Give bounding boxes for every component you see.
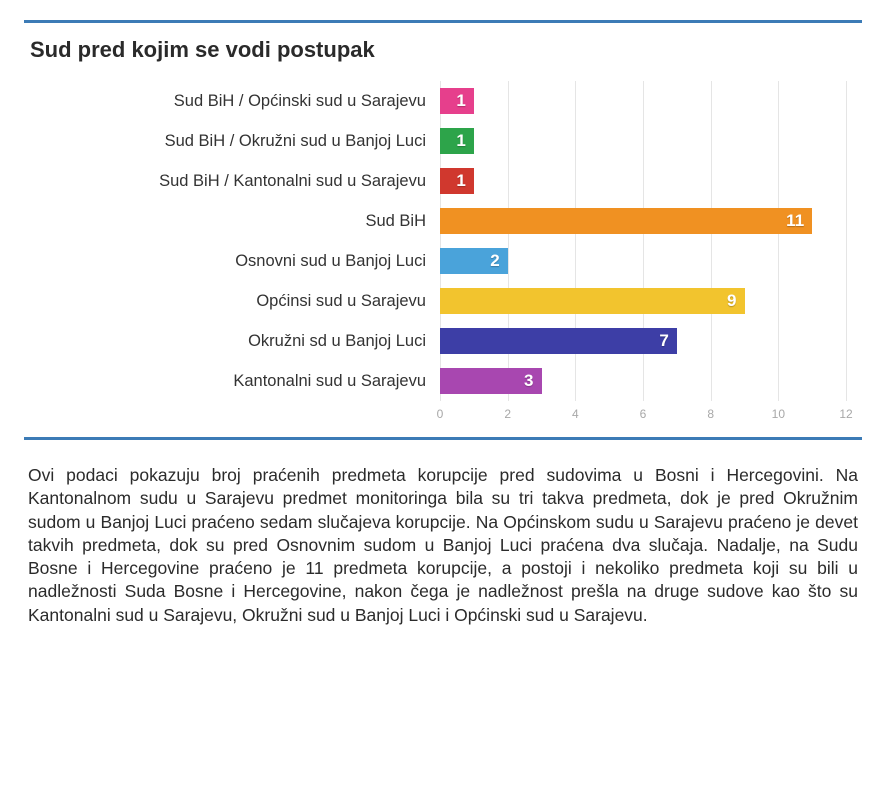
- x-tick-label: 6: [640, 407, 647, 421]
- bar: 1: [440, 88, 474, 114]
- bar-value: 1: [456, 171, 465, 191]
- bar-value: 1: [456, 131, 465, 151]
- bar: 1: [440, 128, 474, 154]
- x-axis: 024681012: [440, 405, 846, 427]
- bar-value: 7: [659, 331, 668, 351]
- bar-label: Sud BiH / Kantonalni sud u Sarajevu: [30, 172, 440, 191]
- bar: 1: [440, 168, 474, 194]
- bar-value: 11: [786, 211, 804, 231]
- page: Sud pred kojim se vodi postupak Sud BiH …: [0, 0, 886, 657]
- bar-label: Sud BiH / Okružni sud u Banjoj Luci: [30, 132, 440, 151]
- gridline: [846, 81, 847, 401]
- plot-area: 111112973: [440, 81, 846, 401]
- chart-title: Sud pred kojim se vodi postupak: [30, 37, 862, 63]
- x-tick-label: 4: [572, 407, 579, 421]
- bar-label: Općinsi sud u Sarajevu: [30, 292, 440, 311]
- bar: 2: [440, 248, 508, 274]
- bar: 11: [440, 208, 812, 234]
- bottom-rule: [24, 437, 862, 440]
- x-tick-label: 8: [707, 407, 714, 421]
- bar-value: 3: [524, 371, 533, 391]
- chart-container: Sud BiH / Općinski sud u Sarajevu Sud BiH…: [24, 81, 862, 427]
- top-rule: [24, 20, 862, 23]
- y-axis-labels: Sud BiH / Općinski sud u Sarajevu Sud BiH…: [30, 81, 440, 427]
- bar: 7: [440, 328, 677, 354]
- bar-label: Sud BiH / Općinski sud u Sarajevu: [30, 92, 440, 111]
- bar-label: Sud BiH: [30, 212, 440, 231]
- bar-value: 2: [490, 251, 499, 271]
- bar-label: Okružni sd u Banjoj Luci: [30, 332, 440, 351]
- description-paragraph: Ovi podaci pokazuju broj praćenih predme…: [28, 464, 858, 627]
- bars-layer: 111112973: [440, 81, 846, 401]
- bar: 3: [440, 368, 542, 394]
- x-tick-label: 10: [772, 407, 785, 421]
- bar-label: Kantonalni sud u Sarajevu: [30, 372, 440, 391]
- x-tick-label: 0: [437, 407, 444, 421]
- bar-label: Osnovni sud u Banjoj Luci: [30, 252, 440, 271]
- bar-value: 9: [727, 291, 736, 311]
- bar-value: 1: [456, 91, 465, 111]
- x-tick-label: 12: [839, 407, 852, 421]
- x-tick-label: 2: [504, 407, 511, 421]
- bar: 9: [440, 288, 745, 314]
- plot-column: 111112973 024681012: [440, 81, 846, 427]
